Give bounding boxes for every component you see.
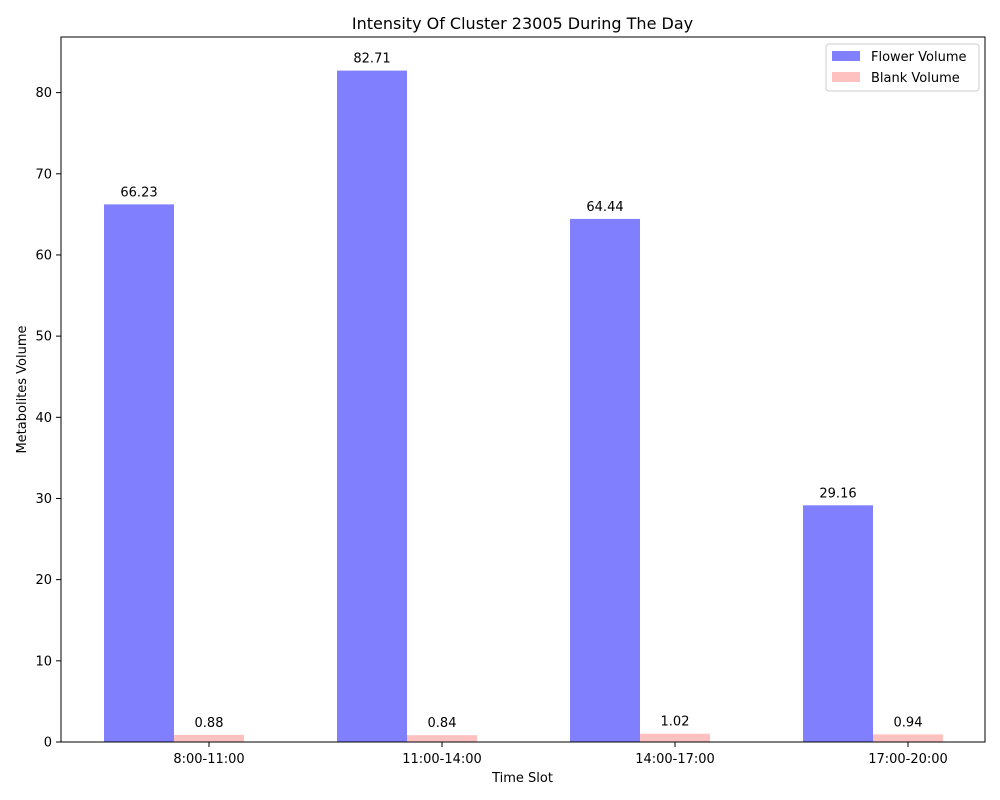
legend: Flower Volume Blank Volume (825, 43, 980, 92)
blank-volume-bar-4 (873, 734, 943, 742)
y-tick-label-10: 10 (35, 654, 52, 669)
x-axis: 8:00-11:00 11:00-14:00 14:00-17:00 17:00-20… (173, 742, 948, 767)
y-tick-label-40: 40 (35, 411, 52, 426)
blank-volume-legend-label: Blank Volume (871, 71, 960, 86)
data-labels-group: 66.23 0.88 82.71 0.84 64.44 1.02 29.16 0.94 (120, 52, 922, 732)
chart-title: Intensity Of Cluster 23005 During The Da… (352, 14, 693, 33)
bars-group (104, 70, 943, 743)
legend-box (825, 43, 980, 92)
flower-volume-value-label-1: 66.23 (120, 185, 157, 200)
y-tick-label-0: 0 (44, 736, 52, 751)
flower-volume-value-label-4: 29.16 (819, 486, 856, 501)
blank-volume-bar-2 (407, 735, 477, 742)
flower-volume-bar-4 (803, 505, 873, 742)
blank-volume-value-label-1: 0.88 (195, 716, 224, 731)
blank-volume-value-label-3: 1.02 (661, 715, 690, 730)
plot-frame (60, 36, 986, 743)
x-tick-label-4: 17:00-20:00 (868, 752, 948, 767)
y-tick-label-30: 30 (35, 492, 52, 507)
x-axis-label: Time Slot (491, 771, 553, 786)
flower-volume-bar-2 (337, 70, 407, 743)
x-tick-label-1: 8:00-11:00 (173, 752, 244, 767)
flower-volume-legend-swatch (832, 51, 860, 61)
blank-volume-legend-swatch (832, 72, 860, 82)
y-tick-label-70: 70 (35, 167, 52, 182)
y-tick-label-80: 80 (35, 86, 52, 101)
blank-volume-value-label-4: 0.94 (894, 715, 923, 730)
y-tick-label-50: 50 (35, 330, 52, 345)
x-tick-label-2: 11:00-14:00 (402, 752, 482, 767)
flower-volume-legend-label: Flower Volume (871, 50, 967, 65)
y-axis-label: Metabolites Volume (15, 325, 30, 453)
flower-volume-bar-3 (570, 218, 640, 742)
blank-volume-value-label-2: 0.84 (428, 716, 457, 731)
y-axis: 0 10 20 30 40 50 60 70 80 (35, 86, 61, 751)
blank-volume-bar-1 (174, 734, 244, 742)
x-tick-label-3: 14:00-17:00 (635, 752, 715, 767)
flower-volume-bar-1 (104, 204, 174, 742)
y-tick-label-20: 20 (35, 573, 52, 588)
flower-volume-value-label-2: 82.71 (353, 52, 390, 67)
flower-volume-value-label-3: 64.44 (586, 200, 623, 215)
y-tick-label-60: 60 (35, 248, 52, 263)
blank-volume-bar-3 (640, 733, 710, 742)
